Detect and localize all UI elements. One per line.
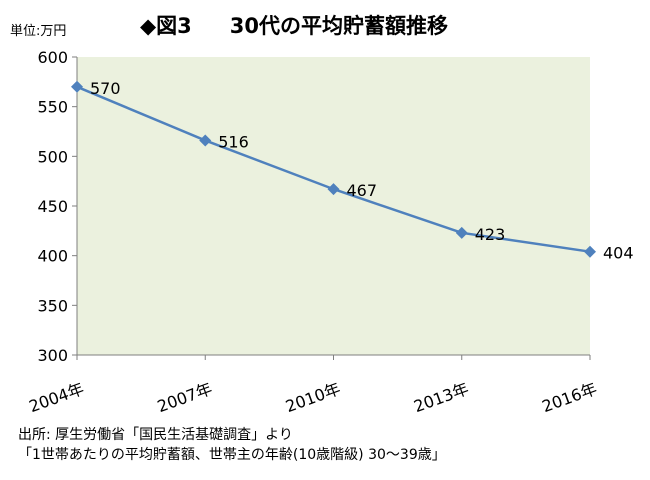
y-tick-label: 500 [37,147,68,166]
x-tick-label: 2016年 [540,379,600,416]
x-tick-label: 2007年 [155,379,215,416]
data-label: 570 [90,79,121,98]
unit-label: 単位:万円 [10,24,67,39]
data-label: 423 [475,225,506,244]
y-tick-label: 600 [37,48,68,67]
chart-title: ◆図3 30代の平均貯蓄額推移 [140,10,448,40]
y-tick-label: 450 [37,197,68,216]
source-line-1: 出所: 厚生労働省「国民生活基礎調査」より [18,427,293,443]
title-text: 30代の平均貯蓄額推移 [229,14,448,38]
x-tick-label: 2013年 [411,379,471,416]
y-tick-label: 300 [37,346,68,365]
y-tick-label: 550 [37,98,68,117]
source-note: 出所: 厚生労働省「国民生活基礎調査」より 「1世帯あたりの平均貯蓄額、世帯主の… [18,425,446,465]
source-line-2: 「1世帯あたりの平均貯蓄額、世帯主の年齢(10歳階級) 30〜39歳」 [18,447,446,463]
data-label: 516 [218,132,249,151]
x-tick-label: 2010年 [283,379,343,416]
plot-area [77,57,590,355]
data-label: 404 [603,244,634,263]
data-point-marker[interactable] [71,80,83,93]
data-label: 467 [347,181,378,200]
data-point-marker[interactable] [584,245,596,258]
data-point-marker[interactable] [199,134,212,147]
y-tick-label: 400 [37,247,68,266]
title-marker: ◆図3 [140,14,192,38]
data-point-marker[interactable] [455,226,468,239]
y-tick-label: 350 [37,296,68,315]
data-point-marker[interactable] [327,183,340,196]
x-tick-label: 2004年 [27,379,87,416]
